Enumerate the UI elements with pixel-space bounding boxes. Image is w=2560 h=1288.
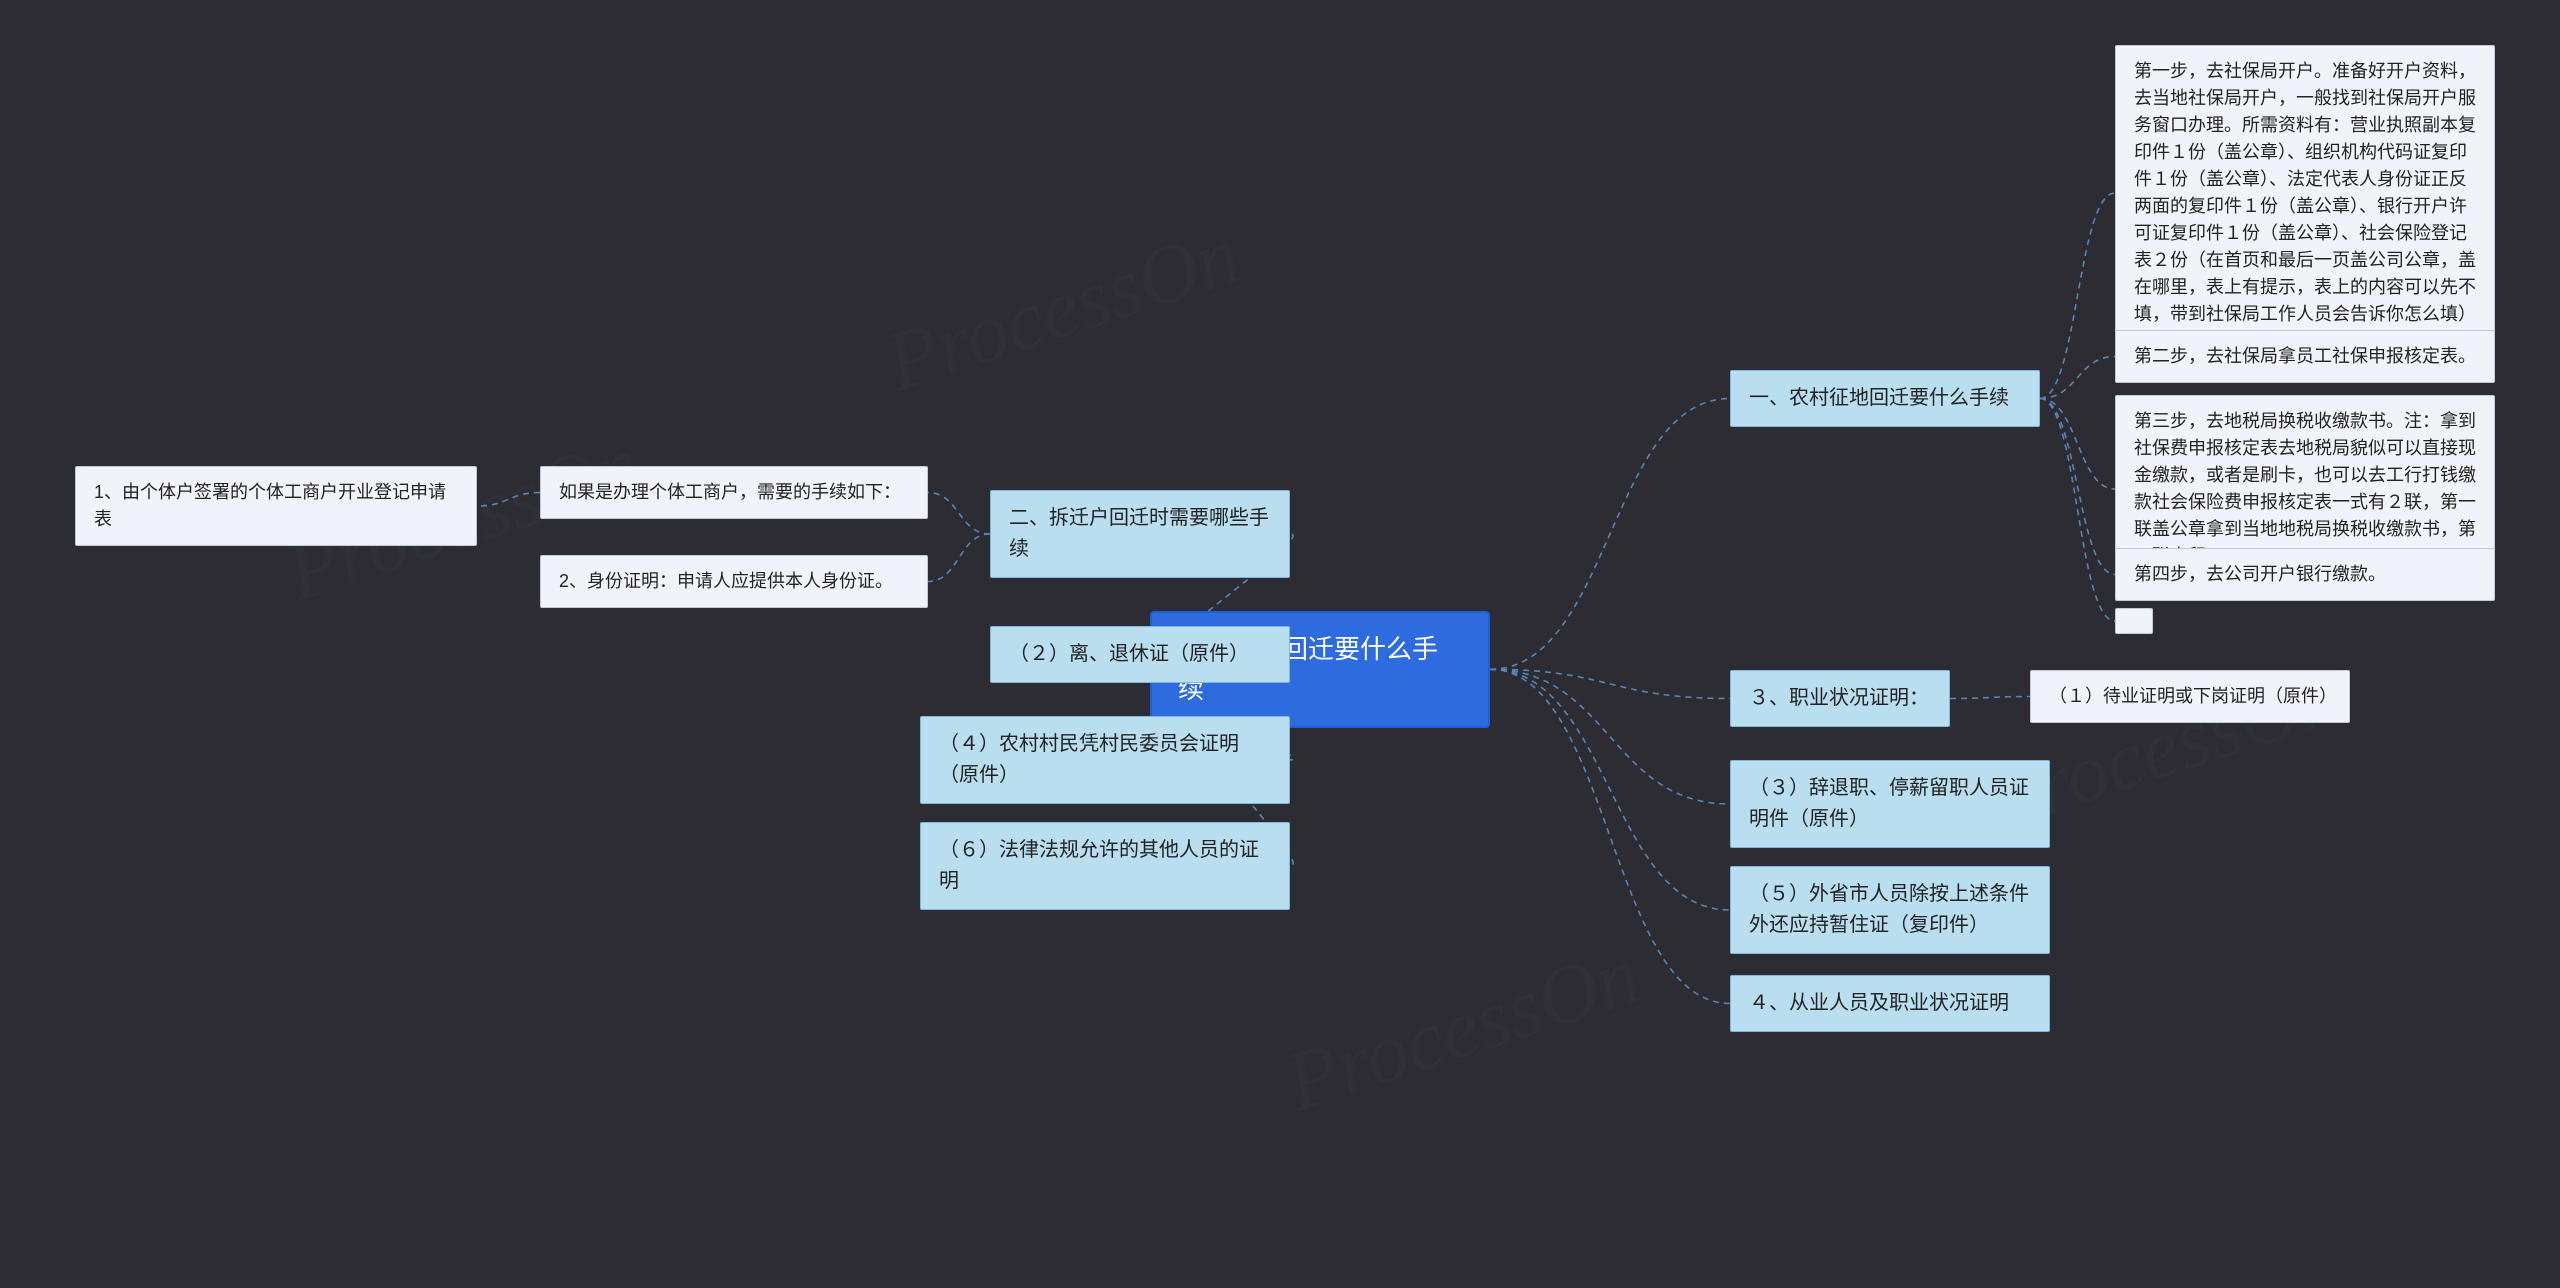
leaf-node: 2、身份证明：申请人应提供本人身份证。: [540, 555, 928, 608]
branch-node: （４）农村村民凭村民委员会证明（原件）: [920, 716, 1290, 804]
branch-node: ３、职业状况证明：: [1730, 670, 1950, 727]
branch-node: （５）外省市人员除按上述条件外还应持暂住证（复印件）: [1730, 866, 2050, 954]
branch-node: 二、拆迁户回迁时需要哪些手续: [990, 490, 1290, 578]
leaf-node: 第四步，去公司开户银行缴款。: [2115, 548, 2495, 601]
branch-node: ４、从业人员及职业状况证明: [1730, 975, 2050, 1032]
watermark: ProcessOn: [874, 206, 1252, 411]
branch-node: （３）辞退职、停薪留职人员证明件（原件）: [1730, 760, 2050, 848]
leaf-node: 如果是办理个体工商户，需要的手续如下：: [540, 466, 928, 519]
branch-node: （２）离、退休证（原件）: [990, 626, 1290, 683]
branch-node: （６）法律法规允许的其他人员的证明: [920, 822, 1290, 910]
leaf-node: （１）待业证明或下岗证明（原件）: [2030, 670, 2350, 723]
leaf-node: 1、由个体户签署的个体工商户开业登记申请表: [75, 466, 477, 546]
leaf-node: [2115, 608, 2153, 634]
branch-node: 一、农村征地回迁要什么手续: [1730, 370, 2040, 427]
leaf-node: 第一步，去社保局开户。准备好开户资料，去当地社保局开户，一般找到社保局开户服务窗…: [2115, 45, 2495, 341]
watermark: ProcessOn: [1274, 926, 1652, 1131]
leaf-node: 第二步，去社保局拿员工社保申报核定表。: [2115, 330, 2495, 383]
